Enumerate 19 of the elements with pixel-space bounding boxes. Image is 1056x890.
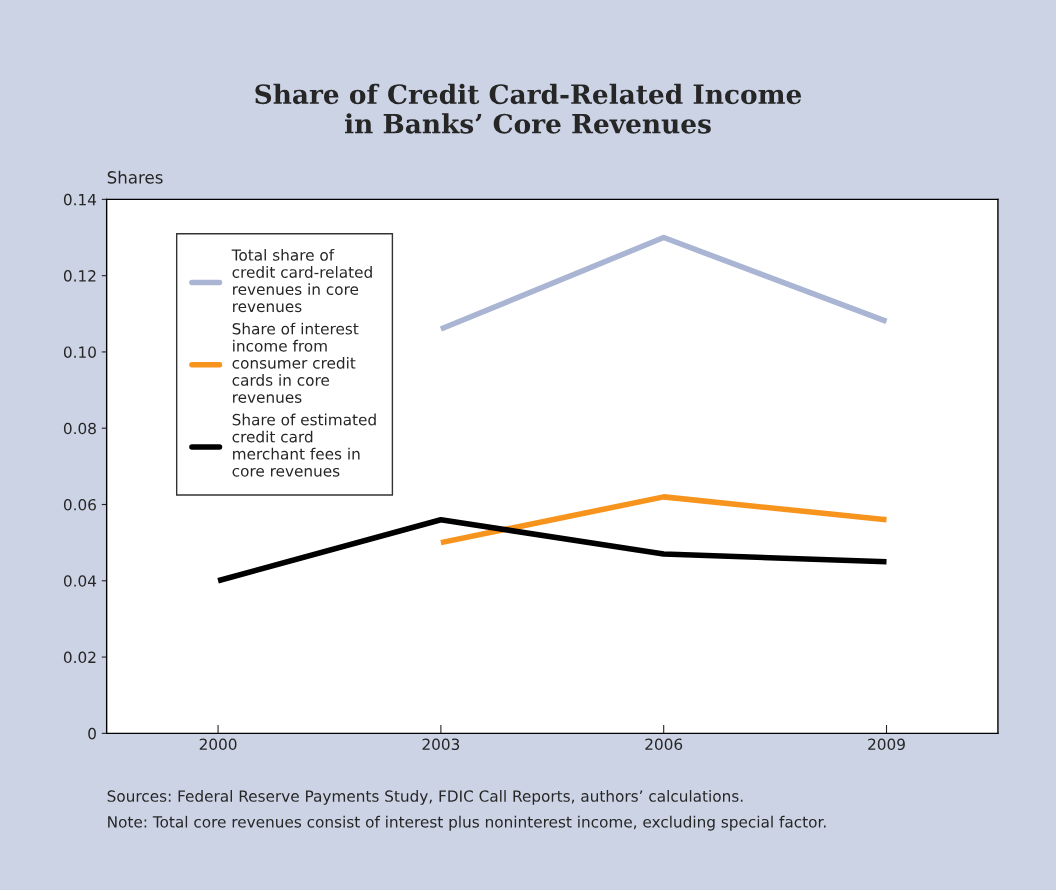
x-tick-label: 2009	[868, 738, 905, 751]
y-tick-label: 0.06	[63, 498, 96, 511]
y-tick-label: 0	[88, 727, 96, 740]
x-tick-label: 2000	[199, 738, 237, 751]
y-tick-label: 0.10	[63, 346, 96, 358]
legend-label: Total share of credit card-related revenues in core revenues	[231, 248, 372, 313]
legend-label: Share of interest income from consumer credit cards in core revenues	[232, 322, 359, 403]
source-note: Sources: Federal Reserve Payments Study, FDIC Call Reports, authors’ calculations.	[107, 790, 743, 805]
y-tick-label: 0.12	[63, 270, 96, 282]
y-tick-label: 0.08	[63, 422, 96, 435]
y-tick-label: 0.14	[63, 193, 97, 206]
chart-title: Share of Credit Card-Related Income in Banks’ Core Revenues	[255, 83, 802, 134]
y-axis-title: Shares	[107, 170, 163, 184]
legend-label: Share of estimated credit card merchant fees in core revenues	[232, 413, 376, 477]
text: Note: Total core revenues consist of interest plus noninterest income, excluding special factor.	[108, 815, 826, 831]
y-tick-label: 0.02	[63, 651, 96, 664]
x-tick-label: 2006	[645, 738, 683, 751]
x-tick-label: 2003	[422, 738, 460, 751]
y-tick-label: 0.04	[63, 575, 97, 587]
